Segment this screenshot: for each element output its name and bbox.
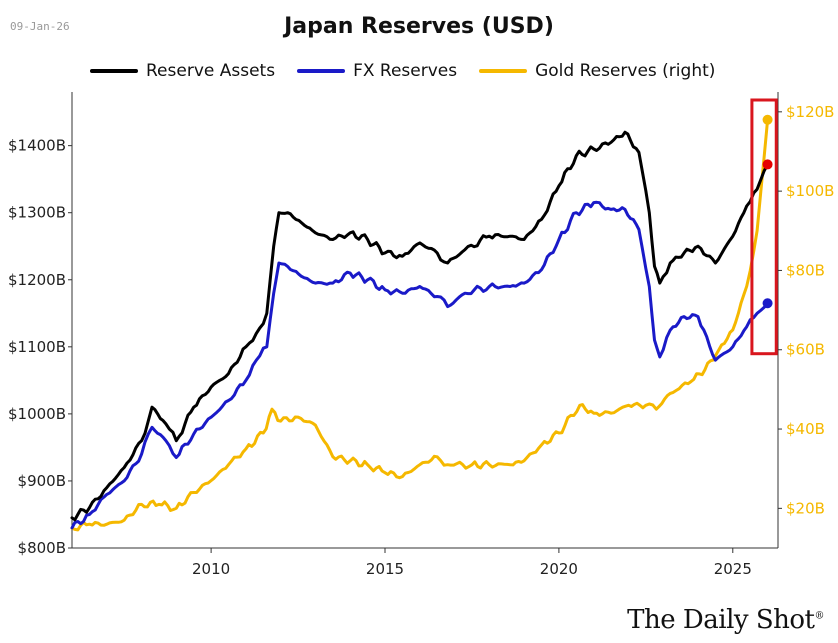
series-line-gold-reserves (70, 118, 770, 532)
y-left-tick-label: $800B (18, 539, 66, 557)
series-line-fx-reserves (70, 200, 770, 530)
y-left-tick-label: $1100B (8, 338, 66, 356)
endpoint-marker-fx-reserves (762, 298, 773, 309)
y-left-tick-label: $1300B (8, 204, 66, 222)
y-right-tick-label: $100B (786, 182, 834, 200)
x-tick-label: 2020 (540, 560, 578, 578)
y-right-tick-label: $120B (786, 103, 834, 121)
y-right-tick-label: $60B (786, 341, 825, 359)
endpoint-marker-reserve-assets (762, 159, 773, 170)
legend-label-reserve: Reserve Assets (146, 61, 276, 81)
y-left-tick-label: $1400B (8, 137, 66, 155)
x-tick-label: 2015 (366, 560, 404, 578)
y-left-tick-label: $900B (18, 472, 66, 490)
legend-item-gold: Gold Reserves (right) (479, 61, 715, 81)
y-left-tick-label: $1000B (8, 405, 66, 423)
legend-swatch-fx (297, 69, 346, 73)
legend-label-fx: FX Reserves (353, 61, 458, 81)
legend: Reserve Assets FX Reserves Gold Reserves… (90, 58, 737, 84)
brand-logo: The Daily Shot® (627, 605, 824, 635)
y-right-tick-label: $20B (786, 499, 825, 517)
legend-item-fx: FX Reserves (297, 61, 457, 81)
legend-item-reserve: Reserve Assets (90, 61, 275, 81)
legend-label-gold: Gold Reserves (right) (535, 61, 716, 81)
series-line-reserve-assets (70, 130, 770, 522)
legend-swatch-gold (479, 69, 528, 73)
x-tick-label: 2010 (192, 560, 230, 578)
x-tick-label: 2025 (714, 560, 752, 578)
y-right-tick-label: $40B (786, 420, 825, 438)
y-left-tick-label: $1200B (8, 271, 66, 289)
endpoint-marker-gold-reserves (762, 114, 773, 125)
y-right-tick-label: $80B (786, 261, 825, 279)
highlight-box (750, 98, 778, 356)
legend-swatch-reserve (90, 69, 138, 73)
chart-title: Japan Reserves (USD) (284, 14, 554, 39)
chart-date: 09-Jan-26 (10, 20, 70, 33)
